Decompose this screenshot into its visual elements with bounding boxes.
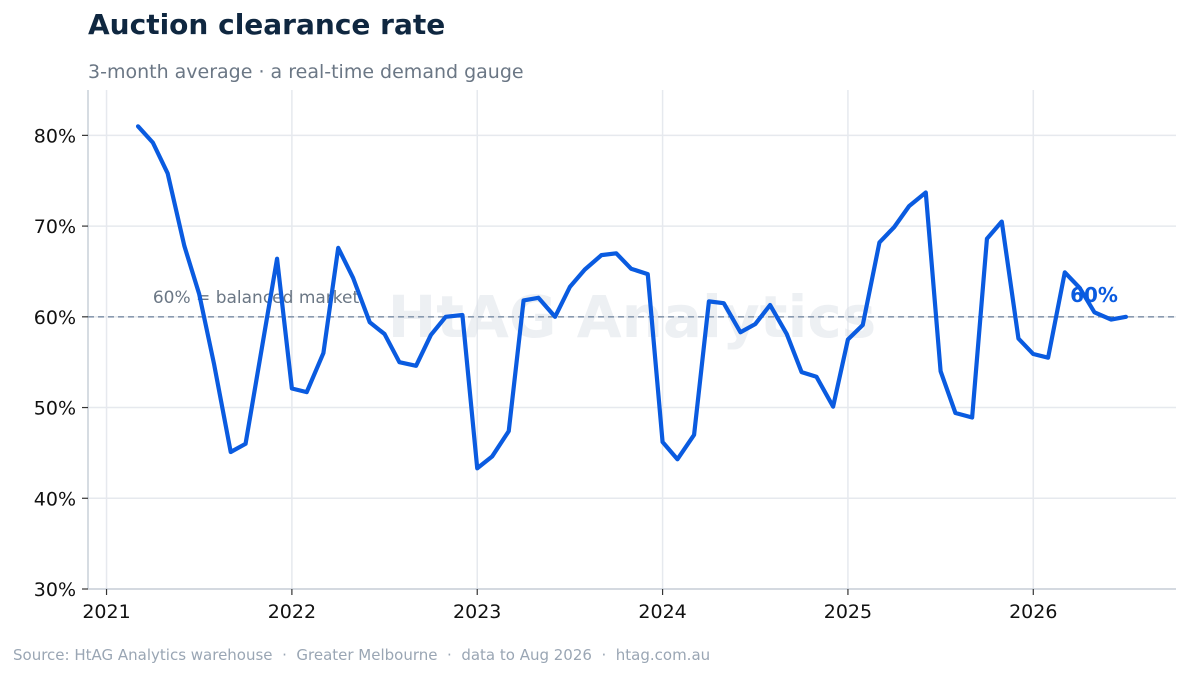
source-footer: Source: HtAG Analytics warehouse · Great…: [13, 646, 711, 664]
end-value-label: 60%: [1070, 283, 1118, 307]
reference-line-label: 60% = balanced market: [153, 288, 360, 308]
clearance-rate-line: [135, 124, 1129, 471]
y-tick-label: 70%: [34, 216, 76, 238]
chart-subtitle: 3-month average · a real-time demand gau…: [88, 61, 524, 83]
chart-title: Auction clearance rate: [88, 8, 446, 41]
x-tick-label: 2023: [453, 601, 501, 623]
x-tick-label: 2024: [638, 601, 686, 623]
y-tick-label: 80%: [34, 125, 76, 147]
y-tick-label: 40%: [34, 488, 76, 510]
y-tick-label: 50%: [34, 398, 76, 420]
x-tick-label: 2022: [268, 601, 316, 623]
x-tick-label: 2026: [1009, 601, 1057, 623]
x-tick-label: 2025: [824, 601, 872, 623]
y-tick-label: 30%: [34, 579, 76, 601]
x-tick-label: 2021: [82, 601, 130, 623]
y-tick-label: 60%: [34, 307, 76, 329]
